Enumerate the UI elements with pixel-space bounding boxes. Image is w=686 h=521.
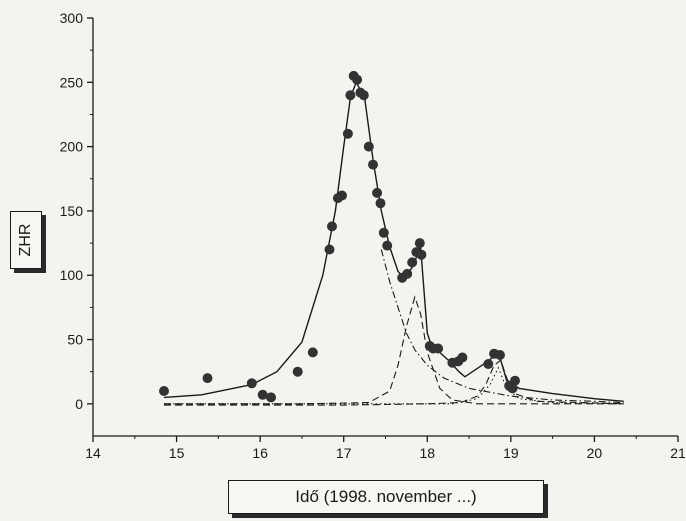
x-tick-label: 18	[419, 445, 435, 461]
data-point	[337, 190, 347, 201]
data-point	[159, 386, 169, 396]
data-point	[495, 350, 505, 360]
data-point	[342, 128, 353, 139]
data-point	[345, 90, 356, 101]
data-point	[358, 90, 369, 101]
x-tick-label: 16	[252, 445, 268, 461]
data-point	[324, 244, 335, 255]
x-axis-label-box: Idő (1998. november ...)	[228, 480, 544, 514]
data-point	[457, 352, 468, 363]
data-point	[414, 238, 425, 249]
data-point	[363, 141, 374, 152]
dash-dot-curve	[380, 249, 624, 404]
data-point	[416, 249, 427, 260]
y-tick-label: 0	[75, 396, 83, 412]
data-point	[246, 378, 257, 389]
x-tick-label: 20	[587, 445, 603, 461]
y-tick-label: 200	[60, 139, 84, 155]
data-point	[375, 198, 386, 209]
fit-curves	[163, 80, 624, 406]
data-point	[507, 383, 518, 394]
data-point	[402, 268, 413, 279]
dashed-curve	[164, 359, 624, 406]
data-point	[352, 74, 363, 85]
x-tick-label: 17	[336, 445, 352, 461]
y-axis-label-box: ZHR	[10, 211, 42, 269]
data-point	[257, 389, 268, 400]
x-tick-label: 14	[85, 445, 101, 461]
y-tick-label: 300	[60, 10, 84, 26]
y-tick-label: 100	[60, 267, 84, 283]
axes: 0 50 100 150 200 250 300 14 15 16 17 18 19 20 21	[60, 10, 686, 461]
data-point	[368, 159, 378, 170]
data-point	[292, 366, 303, 377]
data-point	[327, 221, 337, 232]
y-tick-label: 250	[60, 74, 84, 90]
data-point	[202, 373, 213, 384]
data-point	[378, 227, 389, 238]
data-point	[483, 359, 494, 369]
x-tick-label: 21	[670, 445, 686, 461]
dotted-curve	[164, 366, 624, 405]
data-point	[266, 392, 276, 403]
data-point	[382, 240, 393, 251]
dashed-curve	[164, 295, 624, 405]
data-points	[159, 70, 520, 403]
y-tick-label: 150	[60, 203, 84, 219]
y-tick-label: 50	[67, 332, 83, 348]
x-tick-label: 15	[169, 445, 185, 461]
y-axis-label: ZHR	[17, 223, 34, 257]
data-point	[433, 343, 444, 354]
data-point	[407, 257, 418, 268]
solid-curve	[163, 80, 624, 402]
x-tick-label: 19	[503, 445, 519, 461]
data-point	[372, 187, 383, 198]
data-point	[307, 347, 318, 358]
x-axis-label: Idő (1998. november ...)	[295, 487, 477, 506]
data-point	[510, 375, 520, 386]
